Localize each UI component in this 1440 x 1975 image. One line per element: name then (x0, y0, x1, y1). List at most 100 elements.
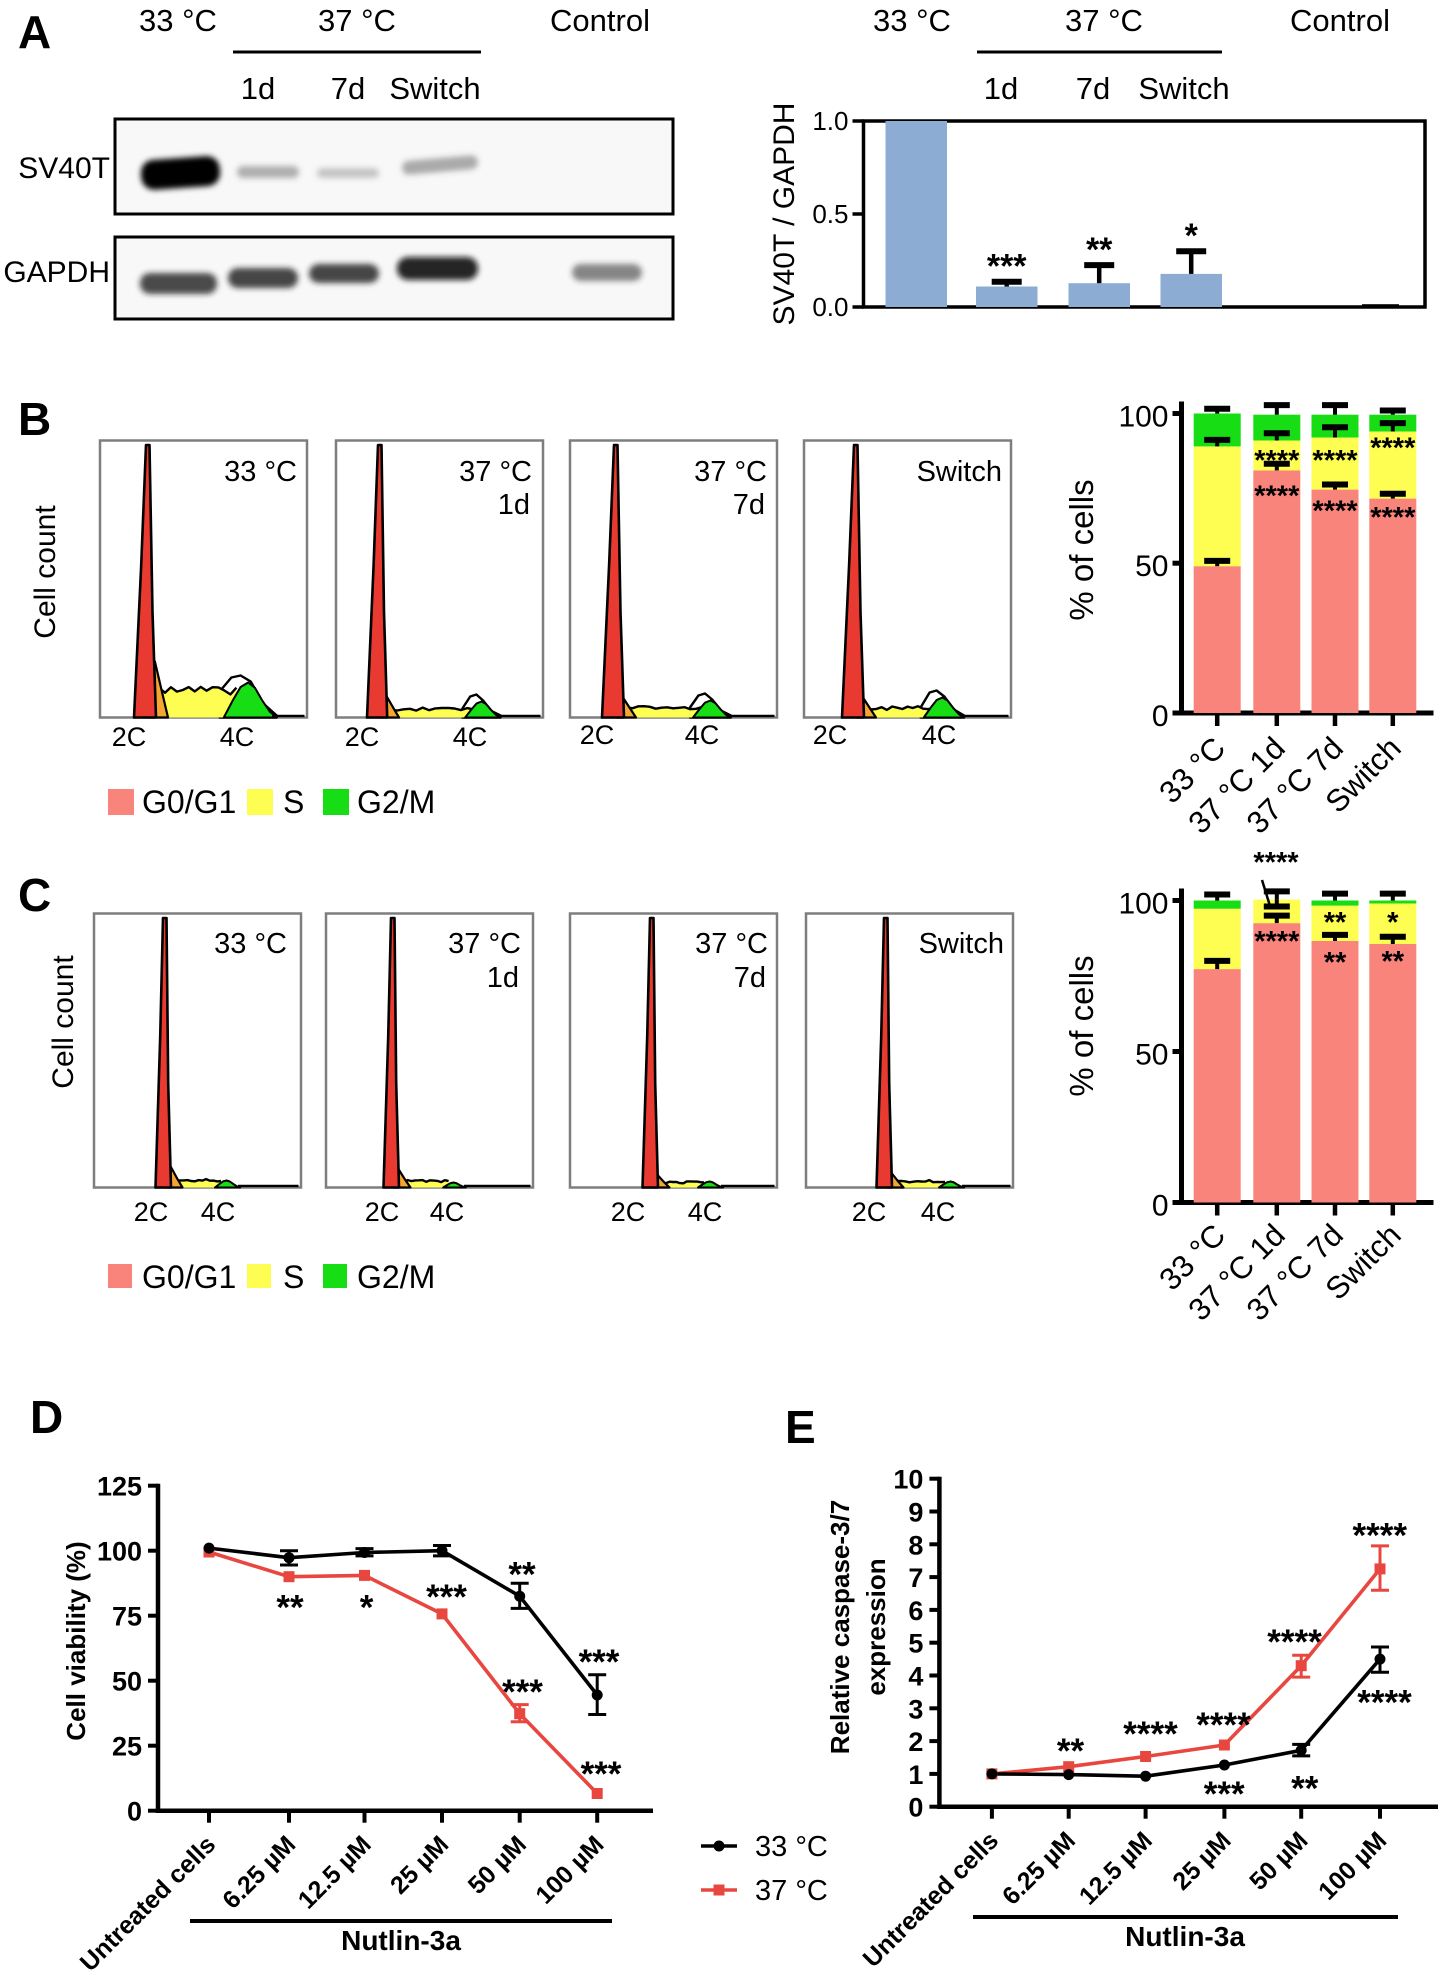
svg-text:9: 9 (908, 1498, 923, 1528)
svg-text:100: 100 (1118, 401, 1168, 434)
svg-text:***: *** (581, 1755, 622, 1794)
svg-text:4C: 4C (921, 1197, 956, 1227)
svg-text:4C: 4C (201, 1197, 236, 1227)
svg-text:****: **** (1357, 1684, 1412, 1723)
svg-text:2C: 2C (580, 720, 615, 750)
svg-text:4C: 4C (922, 720, 957, 750)
svg-text:***: *** (502, 1673, 543, 1712)
svg-text:37 °C: 37 °C (694, 456, 767, 488)
svg-text:2C: 2C (134, 1197, 169, 1227)
svg-text:C: C (18, 869, 51, 921)
svg-text:expression: expression (861, 1558, 891, 1695)
svg-text:33 °C: 33 °C (214, 928, 287, 960)
svg-text:***: *** (426, 1578, 467, 1617)
svg-text:****: **** (1254, 445, 1300, 477)
svg-text:1d: 1d (498, 489, 530, 521)
svg-text:37 °C: 37 °C (318, 3, 396, 38)
svg-text:B: B (18, 393, 51, 445)
svg-text:Switch: Switch (919, 928, 1004, 960)
svg-text:4C: 4C (430, 1197, 465, 1227)
svg-text:37 °C: 37 °C (755, 1875, 828, 1907)
svg-text:**: ** (1057, 1732, 1085, 1771)
svg-text:Control: Control (1290, 3, 1390, 38)
svg-text:1d: 1d (984, 71, 1018, 106)
svg-text:****: **** (1253, 847, 1299, 879)
svg-text:50: 50 (1135, 550, 1168, 583)
svg-text:**: ** (1291, 1770, 1319, 1809)
svg-text:2C: 2C (852, 1197, 887, 1227)
svg-text:G2/M: G2/M (357, 1259, 435, 1295)
svg-text:2C: 2C (365, 1197, 400, 1227)
svg-text:2: 2 (908, 1727, 923, 1757)
svg-text:8: 8 (908, 1530, 923, 1560)
svg-text:7d: 7d (733, 489, 765, 521)
svg-text:2C: 2C (813, 720, 848, 750)
svg-text:125: 125 (97, 1472, 142, 1502)
svg-text:% of cells: % of cells (1063, 955, 1100, 1096)
svg-text:Control: Control (550, 3, 650, 38)
svg-text:1.0: 1.0 (812, 106, 848, 136)
svg-text:***: *** (579, 1643, 620, 1682)
svg-text:2C: 2C (611, 1197, 646, 1227)
svg-text:***: *** (987, 248, 1027, 286)
svg-text:7d: 7d (1076, 71, 1110, 106)
svg-text:S: S (283, 1259, 304, 1295)
svg-text:0: 0 (908, 1793, 923, 1823)
svg-text:Switch: Switch (1138, 71, 1229, 106)
svg-text:0: 0 (1152, 1190, 1169, 1223)
svg-text:4C: 4C (453, 722, 488, 752)
svg-text:37 °C: 37 °C (695, 928, 768, 960)
svg-text:****: **** (1312, 496, 1358, 528)
svg-text:% of cells: % of cells (1063, 479, 1100, 620)
svg-text:25: 25 (112, 1732, 142, 1762)
svg-text:D: D (30, 1391, 63, 1443)
svg-text:50: 50 (112, 1667, 142, 1697)
svg-text:**: ** (1324, 907, 1347, 939)
svg-text:**: ** (508, 1556, 536, 1595)
svg-text:****: **** (1370, 502, 1416, 534)
svg-text:Cell viability (%): Cell viability (%) (61, 1541, 91, 1740)
svg-text:33 °C: 33 °C (755, 1831, 828, 1863)
svg-text:3: 3 (908, 1694, 923, 1724)
svg-text:0.5: 0.5 (812, 199, 848, 229)
svg-text:**: ** (1086, 231, 1113, 269)
svg-text:****: **** (1254, 926, 1300, 958)
svg-text:1d: 1d (241, 71, 275, 106)
svg-text:7d: 7d (734, 962, 766, 994)
svg-text:0: 0 (127, 1797, 142, 1827)
svg-text:****: **** (1196, 1706, 1251, 1745)
svg-text:100: 100 (1118, 888, 1168, 921)
svg-text:4C: 4C (685, 720, 720, 750)
svg-text:**: ** (276, 1589, 304, 1628)
svg-text:****: **** (1353, 1517, 1408, 1556)
svg-text:37 °C: 37 °C (448, 928, 521, 960)
svg-text:Switch: Switch (917, 456, 1002, 488)
svg-text:6: 6 (908, 1596, 923, 1626)
svg-text:****: **** (1312, 445, 1358, 477)
svg-text:GAPDH: GAPDH (3, 256, 110, 289)
svg-text:100: 100 (97, 1537, 142, 1567)
svg-text:E: E (785, 1401, 816, 1453)
svg-text:10: 10 (893, 1465, 923, 1495)
svg-text:33 °C: 33 °C (139, 3, 217, 38)
svg-text:7: 7 (908, 1563, 923, 1593)
svg-text:A: A (18, 6, 51, 58)
svg-text:*: * (360, 1589, 374, 1628)
svg-text:4C: 4C (688, 1197, 723, 1227)
svg-text:7d: 7d (331, 71, 365, 106)
svg-text:G0/G1: G0/G1 (142, 784, 236, 820)
svg-text:*: * (1387, 907, 1399, 939)
svg-text:*: * (1185, 217, 1199, 255)
svg-text:****: **** (1370, 433, 1416, 465)
svg-text:75: 75 (112, 1602, 142, 1632)
svg-text:****: **** (1123, 1715, 1178, 1754)
svg-text:Relative caspase-3/7: Relative caspase-3/7 (825, 1500, 855, 1754)
svg-text:S: S (283, 784, 304, 820)
svg-text:33 °C: 33 °C (224, 456, 297, 488)
svg-text:37 °C: 37 °C (459, 456, 532, 488)
svg-text:2C: 2C (345, 722, 380, 752)
svg-text:4C: 4C (220, 722, 255, 752)
svg-text:2C: 2C (112, 722, 147, 752)
svg-text:Cell count: Cell count (29, 505, 62, 639)
svg-text:Switch: Switch (389, 71, 480, 106)
